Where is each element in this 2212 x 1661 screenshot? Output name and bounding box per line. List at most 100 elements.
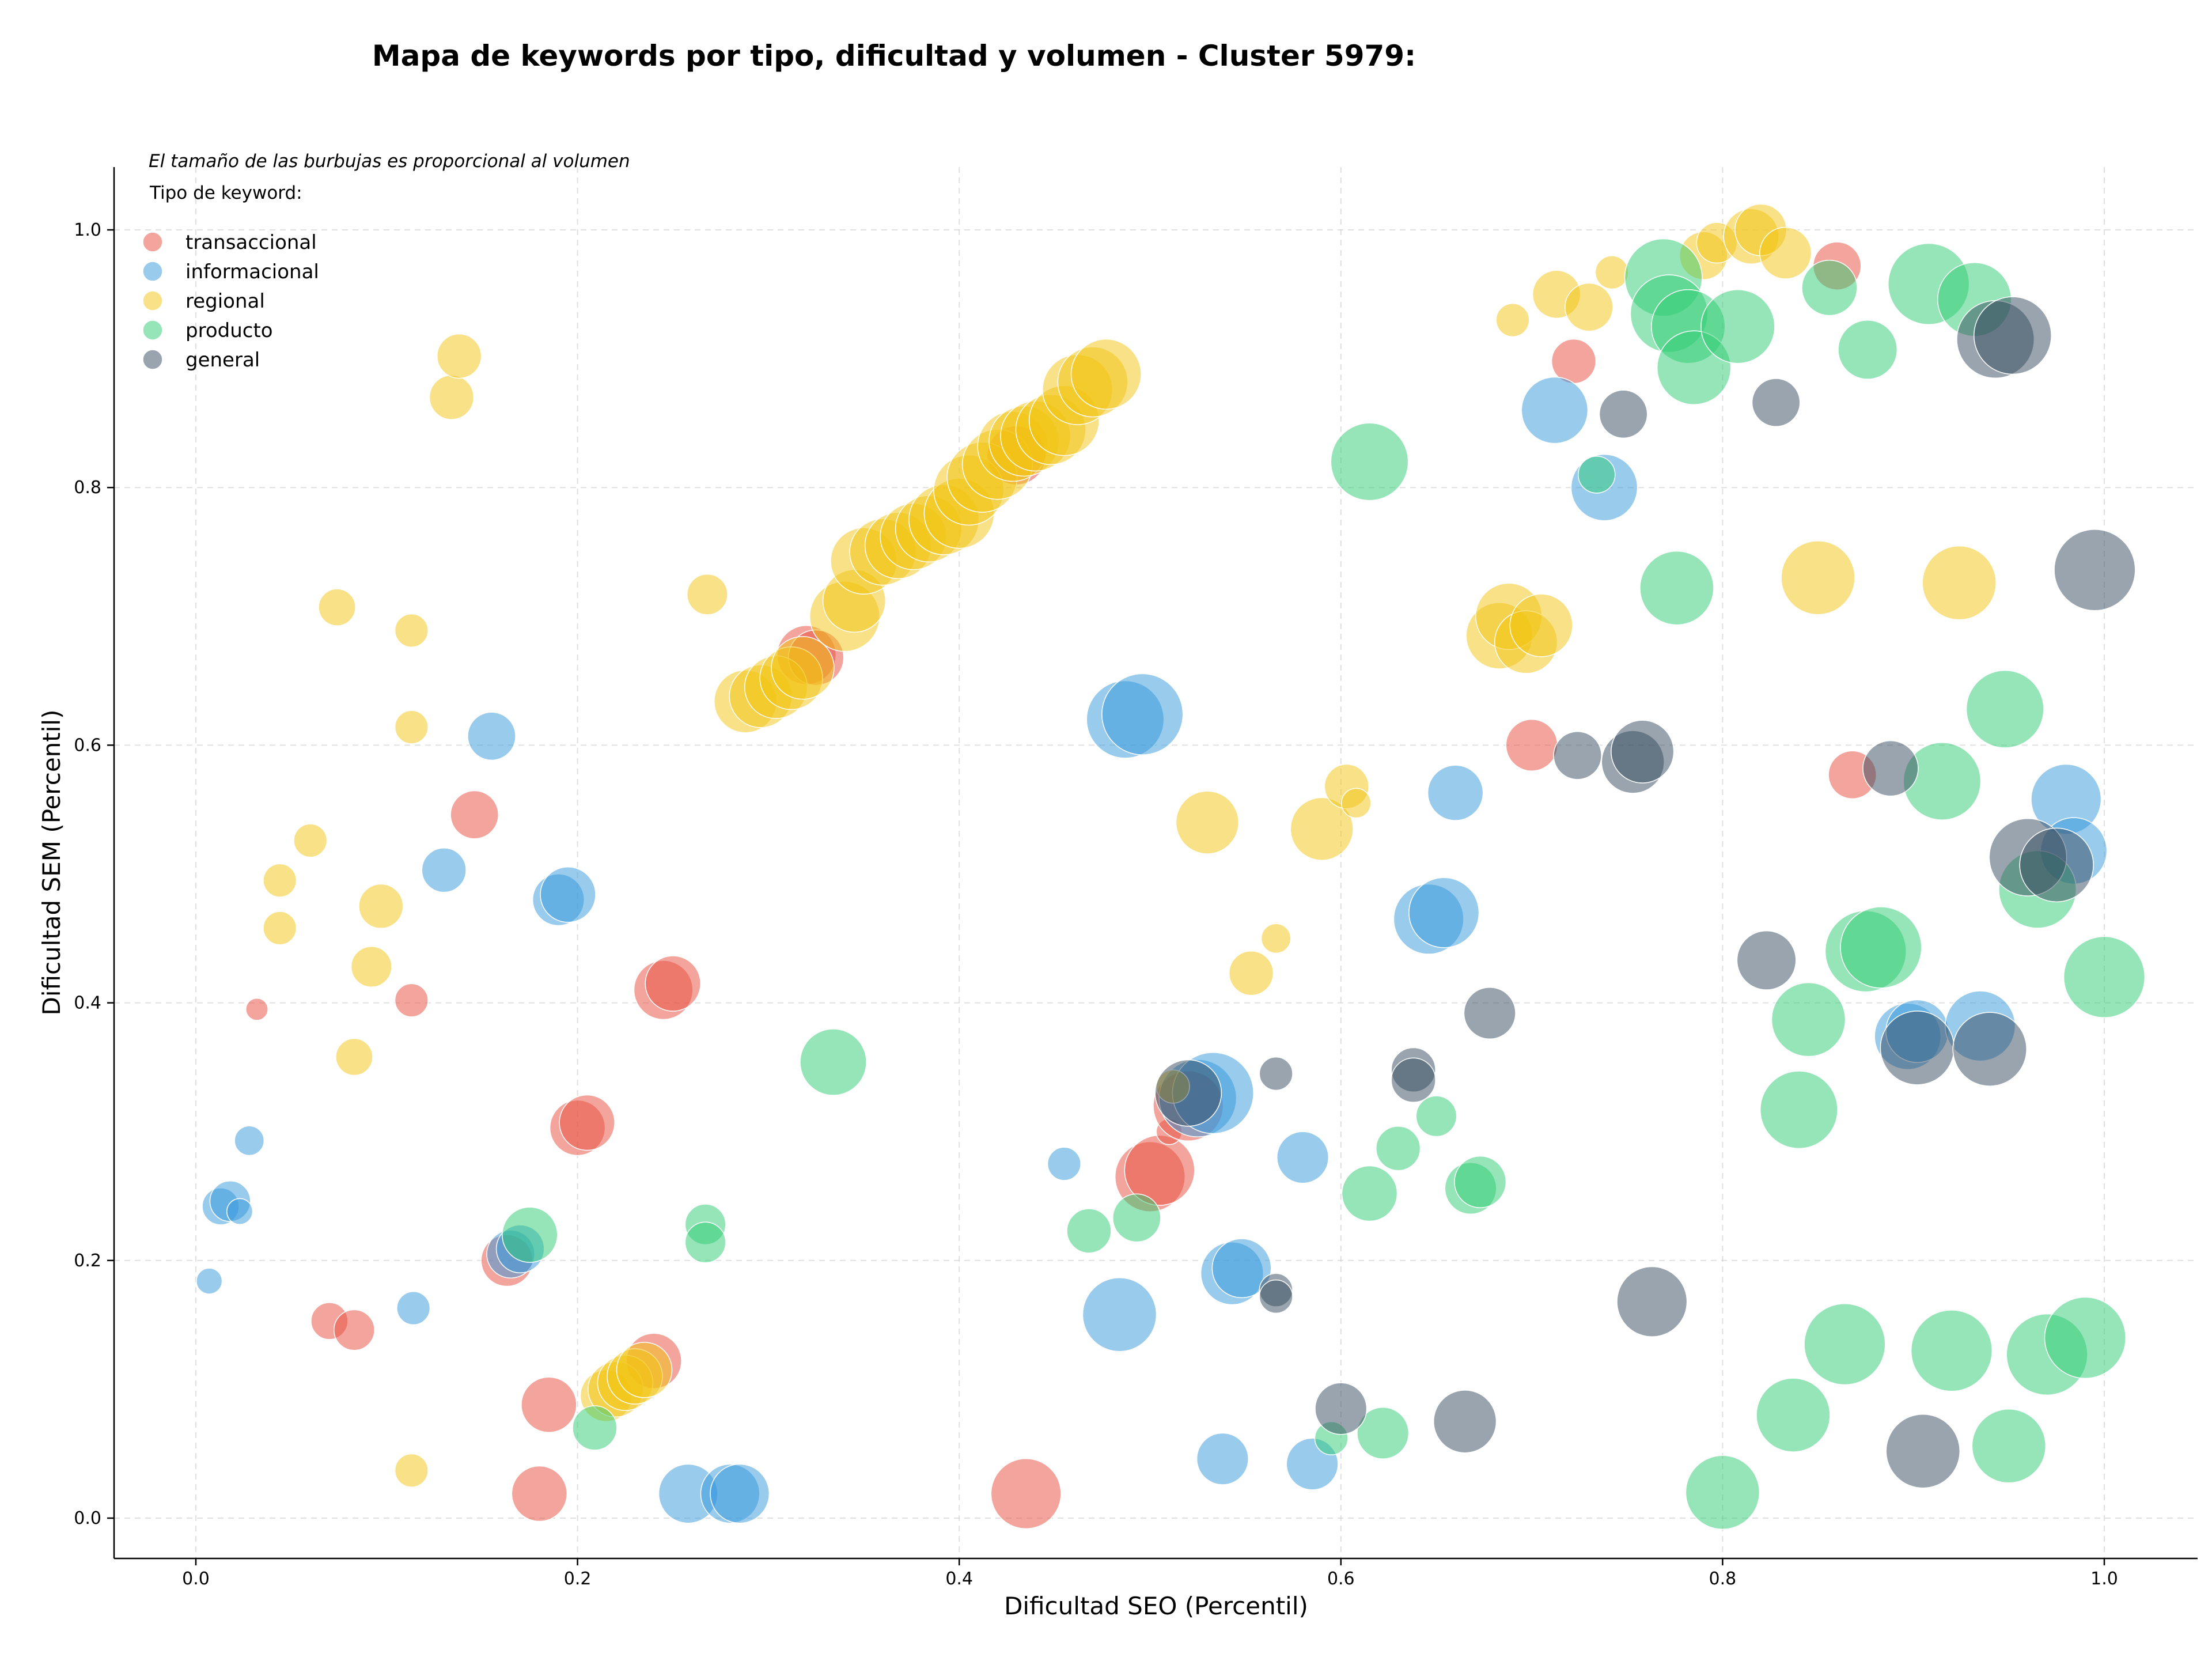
bubble-producto (1415, 1095, 1457, 1137)
y-tick-label: 0.8 (74, 478, 101, 498)
bubble-regional (1340, 788, 1372, 819)
bubble-producto (1376, 1126, 1421, 1171)
bubble-transaccional (1505, 718, 1558, 771)
bubble-producto (1759, 1070, 1838, 1149)
bubble-producto (1700, 289, 1775, 364)
series-general (1154, 296, 2136, 1489)
bubble-transaccional (245, 997, 268, 1021)
bubble-informacional (226, 1198, 253, 1225)
x-tick-label: 0.4 (945, 1569, 973, 1589)
bubble-regional (616, 1342, 673, 1398)
bubble-informacional (540, 867, 596, 923)
bubble-regional (358, 883, 404, 929)
bubble-producto (1971, 1409, 2047, 1484)
chart-title: Mapa de keywords por tipo, dificultad y … (372, 39, 1416, 73)
bubble-general (1952, 1012, 2027, 1087)
series-regional (263, 203, 1997, 1488)
bubble-regional (1565, 282, 1613, 332)
bubble-general (1315, 1382, 1368, 1435)
bubble-producto (1756, 1378, 1831, 1452)
bubble-informacional (1196, 1432, 1249, 1485)
bubble-producto (2044, 1296, 2127, 1379)
bubble-regional (1594, 255, 1629, 290)
bubble-general (1974, 296, 2052, 375)
bubble-transaccional (559, 1094, 615, 1151)
y-tick-label: 0.0 (74, 1508, 101, 1528)
bubble-regional (1260, 923, 1291, 954)
legend-label-informacional: informacional (185, 260, 319, 283)
bubble-general (1885, 1413, 1961, 1489)
bubble-general (1751, 378, 1801, 427)
legend: transaccional informacional regional produc… (142, 231, 319, 372)
legend-label-general: general (185, 349, 260, 372)
bubble-general (1391, 1057, 1436, 1103)
bubble-informacional (1082, 1277, 1157, 1352)
y-tick-label: 1.0 (74, 220, 101, 240)
series-producto (502, 238, 2146, 1530)
bubble-regional (1495, 302, 1530, 338)
bubble-producto (684, 1221, 726, 1263)
bubble-producto (502, 1206, 558, 1263)
y-tick-label: 0.2 (74, 1251, 101, 1271)
bubble-producto (2063, 936, 2146, 1019)
bubble-regional (437, 333, 482, 379)
bubble-general (1463, 986, 1516, 1040)
bubble-regional (263, 911, 297, 945)
bubble-general (1862, 740, 1919, 797)
bubble-regional (1922, 545, 1997, 620)
bubble-regional (335, 1038, 373, 1076)
bubble-regional (1781, 540, 1855, 615)
bubble-transaccional (1551, 338, 1597, 384)
bubble-informacional (196, 1267, 223, 1295)
bubble-general (1259, 1057, 1293, 1091)
bubble-regional (1228, 951, 1274, 996)
bubble-producto (1577, 456, 1616, 494)
bubble-producto (1112, 1193, 1161, 1243)
bubble-informacional (1101, 673, 1184, 755)
bubble-regional (394, 613, 429, 648)
legend-label-regional: regional (185, 290, 265, 313)
x-tick-label: 0.0 (182, 1569, 210, 1589)
x-axis-label: Dificultad SEO (Percentil) (1004, 1592, 1308, 1620)
bubble-general (2019, 827, 2094, 903)
bubble-informacional (421, 847, 467, 893)
x-tick-label: 0.8 (1709, 1569, 1737, 1589)
bubble-general (1259, 1279, 1293, 1314)
bubble-regional (1759, 226, 1812, 279)
bubble-general (1611, 720, 1675, 784)
y-tick-label: 0.6 (74, 735, 101, 755)
bubble-size-note: El tamaño de las burbujas es proporciona… (149, 151, 630, 172)
bubble-producto (1838, 319, 1898, 380)
y-tick-label: 0.4 (74, 993, 101, 1013)
bubble-informacional (1427, 765, 1484, 821)
bubble-regional (771, 636, 835, 700)
bubble-producto (800, 1028, 867, 1096)
bubble-general (1880, 1011, 1955, 1085)
bubble-transaccional (645, 955, 701, 1012)
bubble-producto (1801, 259, 1858, 316)
bubble-transaccional (394, 983, 429, 1017)
legend-marker-general (142, 349, 163, 370)
bubble-producto (1357, 1406, 1410, 1459)
bubble-regional (263, 863, 297, 898)
bubble-regional (350, 946, 392, 987)
legend-marker-transaccional (142, 232, 163, 252)
bubble-producto (1840, 906, 1922, 989)
bubble-producto (1341, 1165, 1398, 1222)
bubble-informacional (1408, 877, 1480, 948)
bubble-producto (1965, 669, 2044, 748)
bubble-producto (1771, 982, 1846, 1057)
bubble-informacional (1047, 1147, 1081, 1181)
legend-marker-producto (142, 320, 163, 340)
x-tick-label: 0.6 (1327, 1569, 1355, 1589)
bubble-informacional (1276, 1131, 1330, 1184)
bubble-general (1433, 1390, 1497, 1454)
bubble-informacional (1211, 1238, 1272, 1299)
bubble-regional (318, 588, 356, 626)
bubble-general (1154, 1059, 1222, 1127)
bubble-producto (1685, 1455, 1760, 1530)
bubble-transaccional (990, 1458, 1062, 1530)
bubble-producto (1910, 1310, 1993, 1392)
bubble-producto (1330, 422, 1409, 501)
